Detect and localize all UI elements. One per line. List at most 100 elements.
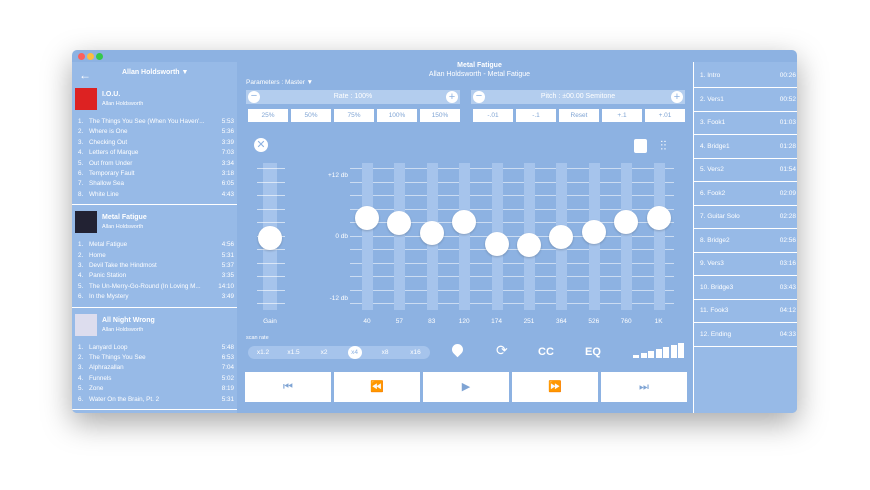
track-title[interactable]: Metal Fatigue	[89, 241, 128, 249]
preset-button[interactable]: +.1	[602, 109, 642, 122]
track-title[interactable]: Devil Take the Hindmost	[89, 262, 157, 269]
artist-selector[interactable]: Allan Holdsworth ▼	[122, 69, 189, 76]
track-title[interactable]: Zone	[89, 385, 104, 393]
track-title[interactable]: The Things You See	[89, 354, 146, 361]
band-knob[interactable]	[581, 220, 606, 244]
cc-button[interactable]: CC	[538, 346, 554, 358]
preset-button[interactable]: 150%	[420, 109, 460, 122]
marker-name[interactable]: 10. Bridge3	[700, 283, 734, 291]
marker-name[interactable]: 11. Fook3	[700, 307, 729, 314]
marker-name[interactable]: 9. Vers3	[700, 260, 724, 267]
band-label: 760	[620, 318, 632, 325]
album-title[interactable]: I.O.U.	[102, 91, 121, 98]
track-title[interactable]: The Things You See (When You Haven'...	[89, 118, 205, 125]
back-arrow[interactable]: ←	[79, 68, 91, 82]
track-title[interactable]: Funnels	[89, 374, 112, 382]
band-knob[interactable]	[517, 233, 541, 257]
transport-button[interactable]: ⏭	[601, 372, 687, 402]
scan-rate[interactable]: x4	[347, 346, 362, 359]
track-number: 1.	[78, 343, 84, 351]
marker-name[interactable]: 4. Bridge1	[700, 142, 730, 150]
band-track	[621, 163, 633, 310]
max-dot[interactable]	[96, 53, 103, 60]
transport-button[interactable]: ▶	[423, 372, 509, 402]
band-knob[interactable]	[646, 206, 671, 230]
gain-knob[interactable]	[258, 226, 282, 250]
volume-bar	[663, 347, 669, 358]
track-title[interactable]: Out from Under	[89, 159, 133, 167]
grid-line	[257, 262, 285, 264]
preset-button[interactable]: 75%	[334, 109, 374, 122]
track-title[interactable]: In the Mystery	[89, 293, 129, 301]
band-knob[interactable]	[419, 221, 444, 245]
track-time: 5:02	[221, 374, 234, 382]
band-label: 364	[555, 318, 567, 325]
marker-name[interactable]: 6. Fook2	[700, 189, 726, 197]
scan-rate[interactable]: x1.5	[287, 349, 300, 356]
scan-rate[interactable]: x1.2	[256, 349, 270, 356]
mixer-icon[interactable]: ⫶⫶	[660, 138, 667, 153]
marker-name[interactable]: 12. Ending	[700, 330, 732, 338]
track-title[interactable]: Alphrazallan	[89, 364, 124, 372]
album-title[interactable]: Metal Fatigue	[102, 214, 147, 222]
band-knob[interactable]	[614, 210, 639, 234]
transport-button[interactable]: ⏩	[512, 372, 598, 402]
band-track	[653, 163, 665, 310]
band-knob[interactable]	[387, 211, 412, 235]
track-title[interactable]: Home	[89, 251, 106, 259]
grid-line	[257, 195, 285, 196]
track-title[interactable]: The Un-Merry-Go-Round (In Loving M...	[89, 282, 201, 290]
marker-name[interactable]: 2. Vers1	[700, 95, 724, 103]
scan-rate[interactable]: x16	[410, 349, 421, 356]
band-label: 526	[588, 318, 600, 325]
band-knob[interactable]	[452, 210, 477, 234]
close-dot[interactable]	[78, 53, 85, 60]
preset-button[interactable]: -.1	[516, 109, 556, 122]
minus-btn[interactable]: −	[473, 91, 485, 103]
album-title[interactable]: All Night Wrong	[102, 316, 155, 324]
track-title[interactable]: White Line	[89, 190, 119, 198]
track-title[interactable]: Panic Station	[89, 272, 127, 280]
track-title[interactable]: Water On the Brain, Pt. 2	[89, 395, 160, 403]
min-dot[interactable]	[87, 53, 94, 60]
marker-name[interactable]: 1. Intro	[700, 72, 721, 79]
track-title[interactable]: Lanyard Loop	[89, 343, 128, 351]
track-title[interactable]: Checking Out	[89, 138, 128, 146]
preset-button[interactable]: 100%	[377, 109, 417, 122]
track-title[interactable]: Where is One	[89, 128, 128, 136]
track-number: 2.	[78, 251, 84, 259]
band-knob[interactable]	[355, 206, 379, 230]
marker-name[interactable]: 7. Guitar Solo	[700, 213, 740, 220]
scan-rate[interactable]: x8	[381, 349, 389, 356]
marker-name[interactable]: 8. Bridge2	[700, 236, 730, 244]
preset-button[interactable]: +.01	[645, 109, 685, 122]
track-title[interactable]: Shallow Sea	[89, 180, 125, 188]
plus-btn[interactable]: +	[446, 91, 458, 103]
marker-name[interactable]: 5. Vers2	[700, 166, 724, 173]
eq-reset[interactable]: ✕	[254, 138, 268, 152]
eq-button[interactable]: EQ	[585, 346, 601, 358]
transport-button[interactable]: ⏮	[245, 372, 331, 402]
scan-rate[interactable]: x2	[320, 349, 328, 356]
marker-name[interactable]: 3. Fook1	[700, 119, 726, 126]
band-knob[interactable]	[549, 225, 574, 249]
marker-time: 02:09	[779, 189, 796, 197]
window-subtitle: Allan Holdsworth - Metal Fatigue	[428, 71, 531, 78]
preset-button[interactable]: -.01	[473, 109, 513, 122]
preset-button[interactable]: Reset	[559, 109, 599, 122]
band-knob[interactable]	[484, 232, 509, 256]
preset-button[interactable]: 25%	[248, 109, 288, 122]
plus-btn[interactable]: +	[671, 91, 683, 103]
grid-line	[350, 249, 674, 250]
track-title[interactable]: Letters of Marque	[89, 149, 139, 157]
album-art	[75, 88, 97, 110]
minus-btn[interactable]: −	[248, 91, 260, 103]
repeat-icon[interactable]: ⟳	[496, 342, 508, 358]
parameters-label[interactable]: Parameters : Master ▼	[246, 79, 314, 86]
track-title[interactable]: Temporary Fault	[89, 170, 135, 177]
save-icon[interactable]	[634, 139, 647, 153]
pin-icon[interactable]	[449, 341, 466, 358]
track-number: 5.	[78, 159, 84, 167]
transport-button[interactable]: ⏪	[334, 372, 420, 402]
preset-button[interactable]: 50%	[291, 109, 331, 122]
